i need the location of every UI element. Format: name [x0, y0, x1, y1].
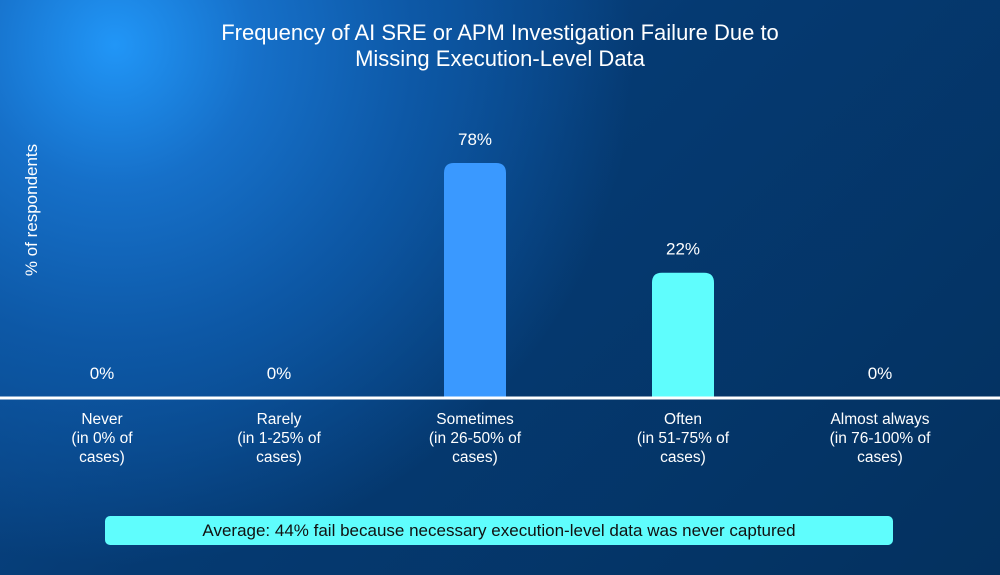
x-tick-label-line: (in 26-50% of — [428, 430, 522, 447]
x-tick-label-line: cases) — [256, 449, 302, 466]
chart-title: Frequency of AI SRE or APM Investigation… — [0, 20, 1000, 72]
data-label-1: 0% — [267, 364, 292, 383]
x-tick-label-line: (in 51-75% of — [636, 430, 730, 447]
chart-title-line-1: Frequency of AI SRE or APM Investigation… — [221, 20, 779, 45]
x-tick-label-4: Almost always (in 76-100% of cases) — [800, 410, 960, 467]
x-tick-label-line: (in 76-100% of — [829, 430, 931, 447]
x-tick-label-line: Rarely — [256, 411, 302, 428]
x-tick-label-3: Often (in 51-75% of cases) — [603, 410, 763, 467]
average-annotation: Average: 44% fail because necessary exec… — [105, 516, 893, 545]
x-tick-label-line: Often — [664, 411, 702, 428]
x-tick-label-2: Sometimes (in 26-50% of cases) — [395, 410, 555, 467]
data-label-3: 22% — [666, 240, 700, 259]
x-tick-label-0: Never (in 0% of cases) — [22, 410, 182, 467]
data-label-4: 0% — [868, 364, 893, 383]
x-tick-label-line: (in 1-25% of — [237, 430, 321, 447]
bar-3 — [652, 272, 714, 397]
data-label-0: 0% — [90, 364, 115, 383]
x-tick-label-line: (in 0% of — [71, 430, 133, 447]
chart-title-line-2: Missing Execution-Level Data — [355, 46, 645, 71]
x-tick-label-line: cases) — [660, 449, 706, 466]
x-tick-label-line: cases) — [452, 449, 498, 466]
x-tick-label-line: Never — [81, 411, 123, 428]
x-tick-label-line: cases) — [857, 449, 903, 466]
bar-2 — [444, 162, 506, 397]
data-label-2: 78% — [458, 130, 492, 149]
x-tick-label-line: Sometimes — [436, 411, 514, 428]
x-tick-label-line: cases) — [79, 449, 125, 466]
x-tick-label-1: Rarely (in 1-25% of cases) — [199, 410, 359, 467]
x-tick-label-line: Almost always — [830, 411, 930, 428]
